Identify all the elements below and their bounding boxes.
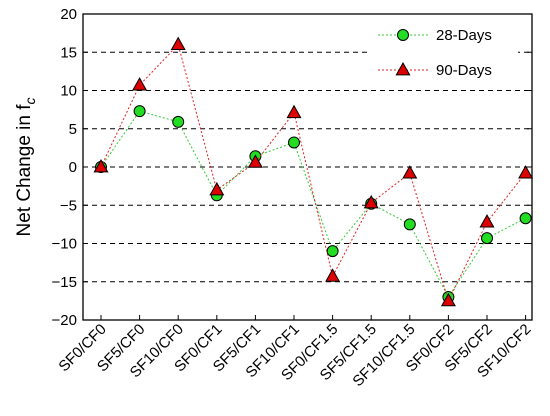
data-point-triangle — [363, 194, 379, 209]
data-point-triangle — [247, 154, 263, 168]
legend-label: 90-Days — [436, 62, 492, 79]
legend-entry: 28-Days — [378, 27, 492, 44]
data-point-triangle — [402, 165, 418, 179]
legend-entry: 90-Days — [378, 61, 492, 79]
y-tick-label: −10 — [52, 236, 77, 253]
data-point-circle — [288, 136, 300, 149]
y-tick-label: 10 — [60, 83, 77, 100]
y-tick-label: −5 — [60, 197, 77, 214]
data-point-triangle — [479, 214, 495, 228]
data-point-circle — [133, 105, 146, 118]
data-point-circle — [403, 218, 416, 231]
data-point-triangle — [209, 181, 225, 196]
y-tick-label: −20 — [52, 312, 77, 329]
legend-marker-triangle — [395, 61, 411, 76]
data-point-triangle — [132, 77, 148, 91]
data-point-triangle — [440, 292, 456, 307]
y-tick-label: 5 — [69, 121, 77, 138]
data-point-circle — [172, 115, 185, 128]
legend-background — [368, 20, 518, 86]
data-point-circle — [326, 245, 339, 258]
series-90-Days — [93, 36, 534, 307]
y-axis-title: Net Change in fc — [14, 97, 38, 236]
data-point-triangle — [170, 36, 186, 50]
data-point-triangle — [286, 104, 302, 119]
legend-marker-circle — [397, 29, 409, 41]
data-point-triangle — [325, 268, 341, 282]
y-axis-ticks: −20 −15 −10 −5 0 5 10 15 20 — [52, 6, 532, 329]
y-tick-label: 15 — [60, 44, 77, 61]
legend: 28-Days 90-Days — [368, 20, 518, 86]
legend-label: 28-Days — [436, 27, 492, 44]
series-28-Days — [95, 105, 532, 304]
series-line — [100, 43, 526, 303]
y-tick-label: −15 — [52, 274, 77, 291]
y-tick-label: 20 — [60, 6, 77, 23]
series-layer — [93, 36, 534, 307]
gridlines — [83, 51, 532, 283]
y-axis-title-subscript: c — [22, 97, 38, 104]
y-axis-title-main: Net Change in f — [14, 104, 35, 237]
data-point-triangle — [93, 158, 109, 173]
data-point-circle — [481, 232, 493, 245]
series-line — [100, 110, 526, 299]
data-point-triangle — [518, 165, 534, 179]
data-point-circle — [519, 212, 532, 225]
y-tick-label: 0 — [69, 159, 77, 176]
x-axis-ticks: SF0/CF0SF5/CF0SF10/CF0SF0/CF1SF5/CF1SF10… — [55, 315, 534, 390]
